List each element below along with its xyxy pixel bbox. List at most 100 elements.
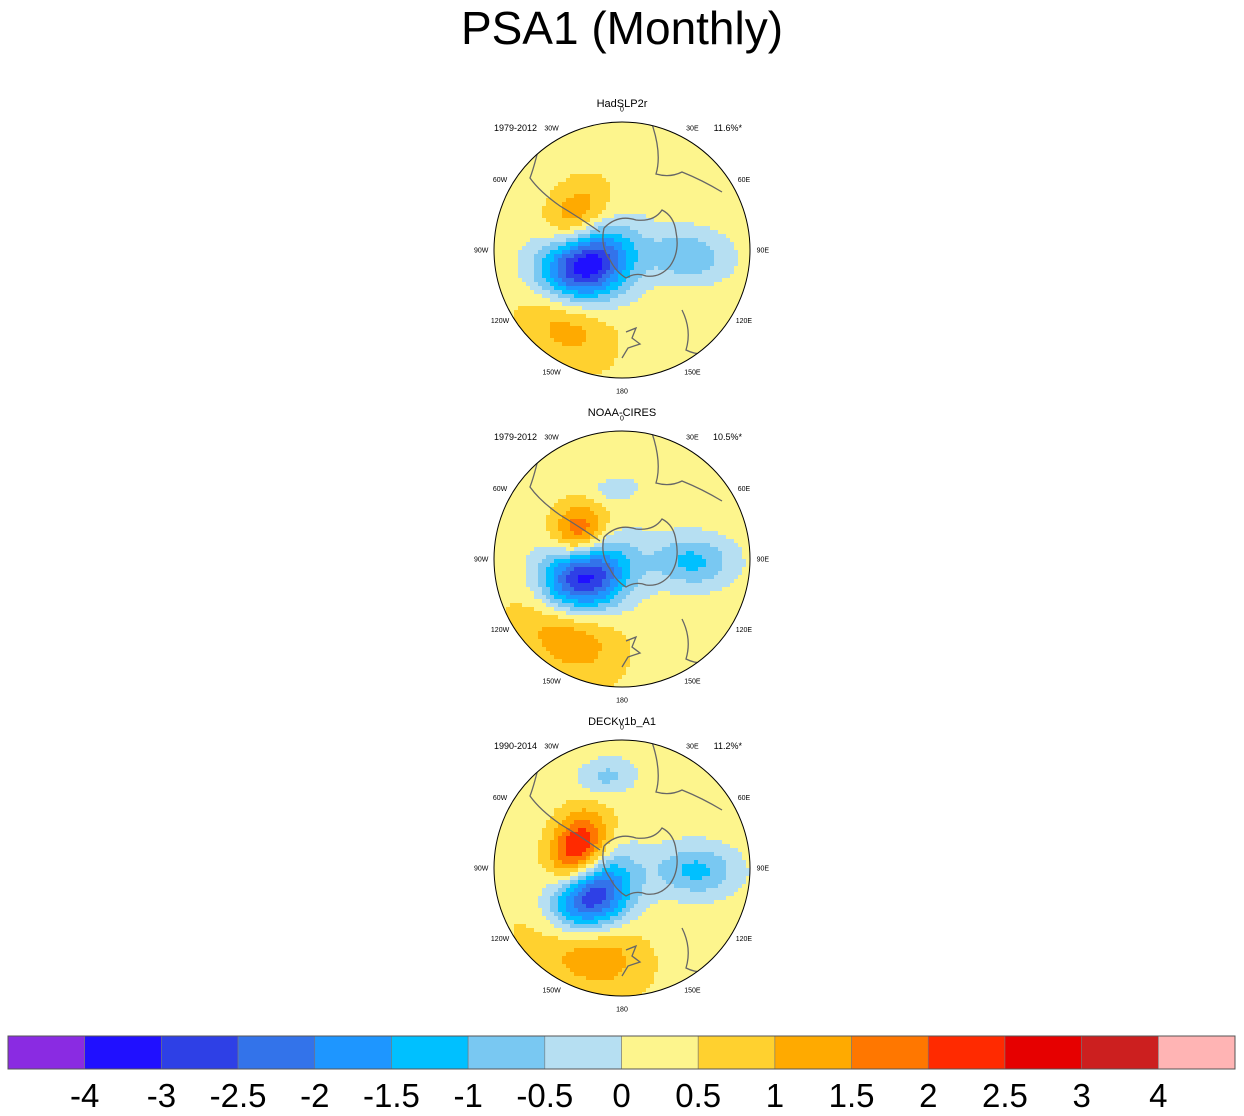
field-cell: [662, 146, 667, 151]
field-cell: [634, 198, 639, 203]
field-cell: [646, 358, 651, 363]
field-cell: [590, 186, 595, 191]
field-cell: [726, 286, 731, 291]
field-cell: [718, 310, 723, 315]
field-cell: [702, 178, 707, 183]
field-cell: [538, 463, 543, 468]
field-cell: [630, 274, 635, 279]
field-cell: [530, 519, 535, 524]
field-cell: [650, 455, 655, 460]
field-cell: [602, 258, 607, 263]
field-cell: [658, 262, 663, 267]
field-cell: [562, 138, 567, 143]
field-cell: [582, 499, 587, 504]
field-cell: [650, 222, 655, 227]
field-cell: [674, 495, 679, 500]
field-cell: [702, 242, 707, 247]
field-cell: [522, 479, 527, 484]
field-cell: [534, 274, 539, 279]
field-cell: [582, 431, 587, 436]
field-cell: [738, 222, 743, 227]
field-cell: [530, 531, 535, 536]
field-cell: [610, 443, 615, 448]
field-cell: [526, 535, 531, 540]
field-cell: [554, 190, 559, 195]
field-cell: [542, 250, 547, 255]
field-cell: [582, 374, 587, 378]
field-cell: [574, 154, 579, 159]
field-cell: [518, 210, 523, 215]
field-cell: [554, 262, 559, 267]
field-cell: [534, 531, 539, 536]
field-cell: [602, 250, 607, 255]
field-cell: [642, 230, 647, 235]
field-cell: [638, 475, 643, 480]
field-cell: [562, 162, 567, 167]
field-cell: [706, 254, 711, 259]
field-cell: [730, 226, 735, 231]
field-cell: [546, 274, 551, 279]
field-cell: [582, 346, 587, 351]
field-cell: [646, 330, 651, 335]
field-cell: [518, 499, 523, 504]
field-cell: [638, 306, 643, 311]
field-cell: [586, 218, 591, 223]
field-cell: [630, 443, 635, 448]
field-cell: [554, 210, 559, 215]
field-cell: [722, 491, 727, 496]
field-cell: [606, 511, 611, 516]
field-cell: [598, 362, 603, 367]
field-cell: [554, 174, 559, 179]
field-cell: [738, 286, 743, 291]
field-cell: [650, 326, 655, 331]
field-cell: [650, 483, 655, 488]
field-cell: [590, 214, 595, 219]
field-cell: [666, 306, 671, 311]
field-cell: [566, 447, 571, 452]
field-cell: [578, 158, 583, 163]
field-cell: [622, 294, 627, 299]
field-cell: [662, 483, 667, 488]
field-cell: [582, 479, 587, 484]
field-cell: [614, 547, 619, 552]
field-cell: [546, 511, 551, 516]
field-cell: [662, 338, 667, 343]
field-cell: [598, 342, 603, 347]
field-cell: [638, 467, 643, 472]
field-cell: [646, 451, 651, 456]
field-cell: [558, 266, 563, 271]
field-cell: [726, 326, 731, 331]
field-cell: [510, 198, 515, 203]
field-cell: [714, 218, 719, 223]
field-cell: [706, 170, 711, 175]
field-cell: [594, 354, 599, 359]
field-cell: [554, 134, 559, 139]
field-cell: [690, 322, 695, 327]
field-cell: [678, 306, 683, 311]
field-cell: [630, 451, 635, 456]
field-cell: [554, 202, 559, 207]
field-cell: [598, 174, 603, 179]
field-cell: [590, 539, 595, 544]
field-cell: [642, 190, 647, 195]
field-cell: [638, 362, 643, 367]
field-cell: [578, 475, 583, 480]
field-cell: [646, 162, 651, 167]
field-cell: [650, 226, 655, 231]
field-cell: [562, 146, 567, 151]
field-cell: [598, 467, 603, 472]
field-cell: [522, 523, 527, 528]
field-cell: [634, 182, 639, 187]
field-cell: [746, 266, 750, 271]
field-cell: [614, 294, 619, 299]
field-cell: [570, 310, 575, 315]
field-cell: [658, 234, 663, 239]
field-cell: [606, 314, 611, 319]
field-cell: [526, 202, 531, 207]
field-cell: [626, 202, 631, 207]
field-cell: [530, 274, 535, 279]
field-cell: [646, 338, 651, 343]
field-cell: [710, 539, 715, 544]
field-cell: [686, 274, 691, 279]
field-cell: [706, 463, 711, 468]
